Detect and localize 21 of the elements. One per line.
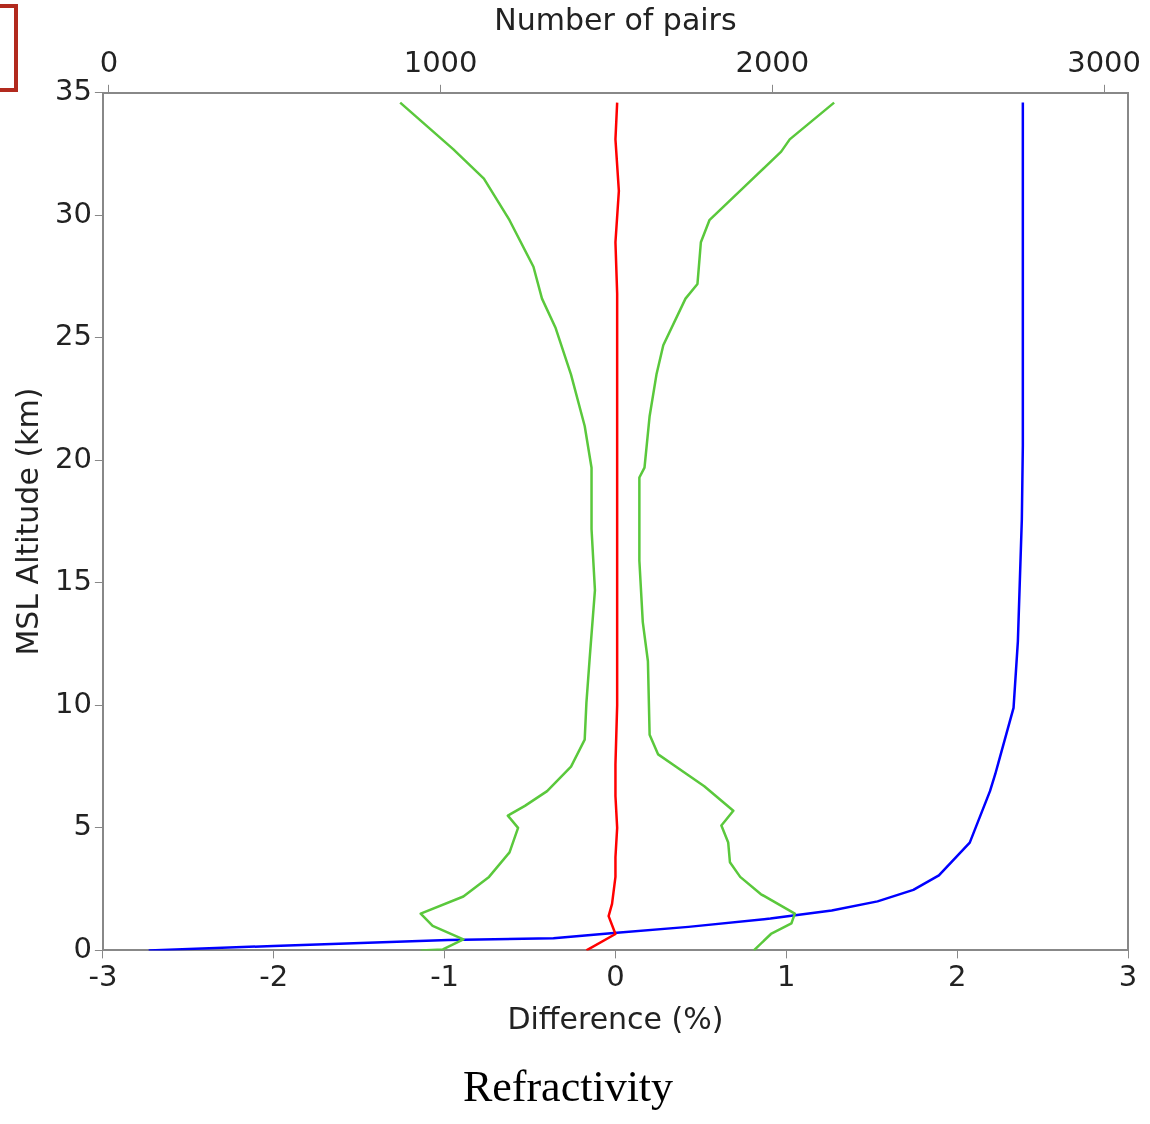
y-tick-label: 15: [55, 563, 92, 598]
x2-tick-label: 3000: [1067, 44, 1142, 79]
x-tick-label: 3: [1118, 959, 1138, 994]
x-tick-label: -1: [430, 959, 460, 994]
x2-axis-title: Number of pairs: [494, 1, 737, 37]
y-tick-label: 20: [55, 440, 92, 475]
y-tick-label: 25: [55, 318, 92, 353]
x-axis-title: Difference (%): [507, 1001, 724, 1036]
text: Refractivity: [462, 1062, 674, 1112]
x-tick-label: 0: [606, 959, 625, 994]
x-tick-label: 2: [947, 959, 967, 994]
x2-tick-label: 2000: [735, 44, 810, 79]
x-tick-label: -2: [259, 959, 289, 994]
x2-tick-label: 0: [99, 44, 119, 79]
y-tick-label: 35: [55, 73, 92, 108]
y-tick-label: 30: [55, 195, 92, 230]
x-tick-label: 1: [777, 959, 796, 994]
x2-tick-label: 1000: [403, 44, 478, 79]
y-tick-label: 10: [55, 685, 92, 720]
y-tick-label: 5: [73, 808, 92, 843]
y-axis-title: MSL Altitude (km): [9, 387, 45, 656]
